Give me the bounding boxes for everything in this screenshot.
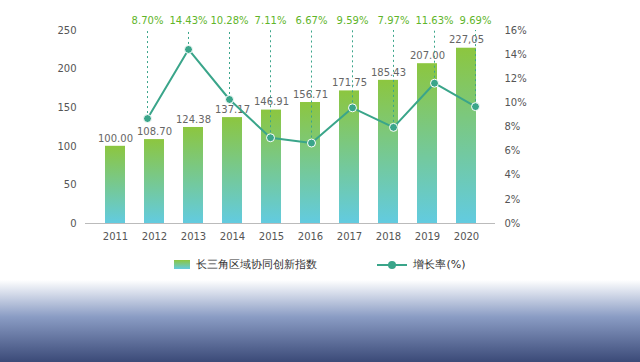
svg-text:9.59%: 9.59% <box>337 15 369 26</box>
svg-text:4%: 4% <box>505 169 521 180</box>
svg-text:137.17: 137.17 <box>215 103 250 115</box>
svg-text:9.69%: 9.69% <box>460 15 492 26</box>
svg-text:2012: 2012 <box>142 231 167 242</box>
svg-text:14%: 14% <box>505 49 527 60</box>
svg-text:7.11%: 7.11% <box>255 15 287 26</box>
svg-text:0: 0 <box>70 218 76 229</box>
svg-text:8%: 8% <box>505 121 521 132</box>
svg-text:10%: 10% <box>505 97 527 108</box>
svg-text:11.63%: 11.63% <box>415 15 453 26</box>
svg-text:2018: 2018 <box>376 231 401 242</box>
svg-text:250: 250 <box>57 25 76 36</box>
svg-text:12%: 12% <box>505 73 527 84</box>
svg-text:2011: 2011 <box>103 231 128 242</box>
svg-text:171.75: 171.75 <box>332 77 367 88</box>
svg-text:6%: 6% <box>505 145 521 156</box>
svg-text:150: 150 <box>57 102 76 113</box>
svg-text:207.00: 207.00 <box>410 50 445 61</box>
html-text:增长率(%): 增长率(%) <box>413 258 466 271</box>
svg-text:14.43%: 14.43% <box>169 15 207 26</box>
svg-text:50: 50 <box>64 179 77 190</box>
svg-text:124.38: 124.38 <box>176 114 211 125</box>
svg-text:185.43: 185.43 <box>371 67 406 78</box>
svg-text:2%: 2% <box>505 194 521 205</box>
svg-text:10.28%: 10.28% <box>210 15 248 26</box>
html-text:长三角区域协同创新指数: 长三角区域协同创新指数 <box>196 258 318 271</box>
svg-text:108.70: 108.70 <box>137 126 172 137</box>
svg-text:100: 100 <box>57 141 76 152</box>
svg-text:2016: 2016 <box>298 231 323 242</box>
svg-text:2014: 2014 <box>220 231 245 242</box>
svg-text:8.70%: 8.70% <box>132 15 164 26</box>
svg-text:0%: 0% <box>505 218 521 229</box>
svg-text:2017: 2017 <box>337 231 362 242</box>
svg-text:146.91: 146.91 <box>254 96 289 107</box>
svg-text:16%: 16% <box>505 25 527 36</box>
svg-text:2015: 2015 <box>259 231 284 242</box>
svg-text:2019: 2019 <box>415 231 440 242</box>
svg-text:200: 200 <box>57 63 76 74</box>
svg-text:156.71: 156.71 <box>293 89 328 100</box>
svg-text:100.00: 100.00 <box>98 133 133 144</box>
svg-text:227,05: 227,05 <box>449 34 484 45</box>
svg-text:2013: 2013 <box>181 231 206 242</box>
svg-text:6.67%: 6.67% <box>296 15 328 26</box>
svg-text:2020: 2020 <box>454 231 479 242</box>
svg-text:7.97%: 7.97% <box>378 15 410 26</box>
